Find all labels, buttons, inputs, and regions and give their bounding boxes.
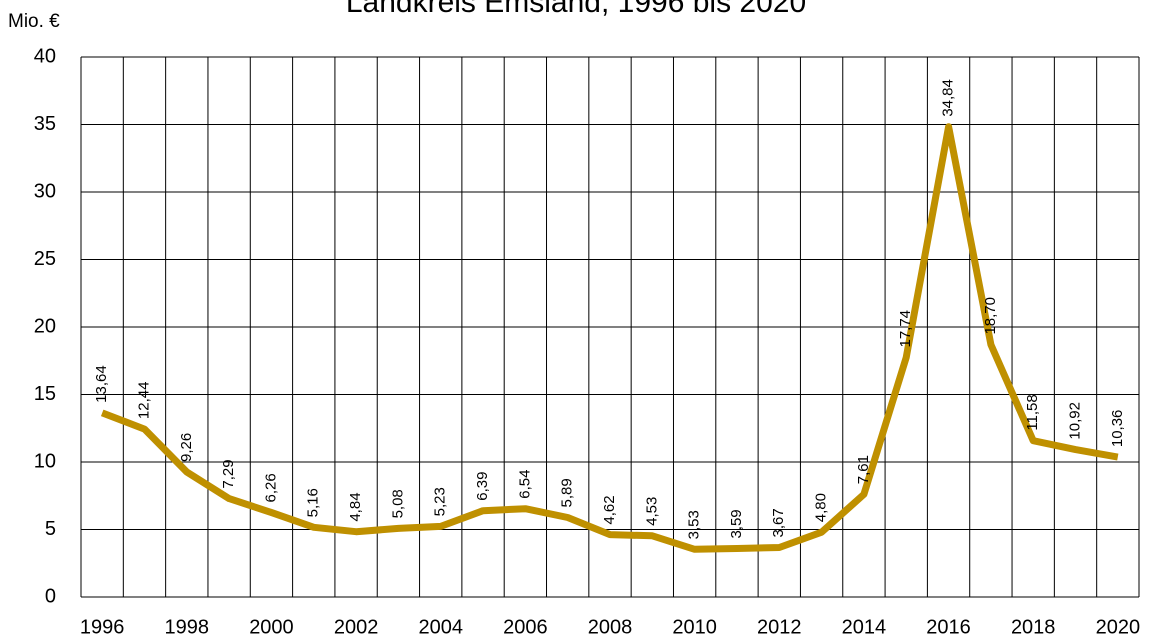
x-tick-label: 2002 <box>334 616 379 638</box>
data-label: 5,08 <box>389 489 406 518</box>
y-tick-label: 15 <box>34 383 56 405</box>
y-axis-label: Mio. € <box>8 11 60 32</box>
y-tick-label: 20 <box>34 315 56 337</box>
data-label: 5,16 <box>305 488 322 517</box>
data-label: 17,74 <box>897 310 914 348</box>
y-tick-label: 10 <box>34 450 56 472</box>
x-tick-label: 1996 <box>80 616 125 638</box>
y-tick-label: 5 <box>45 518 56 540</box>
y-tick-label: 30 <box>34 180 56 202</box>
data-label: 7,29 <box>220 459 237 488</box>
data-label: 3,59 <box>728 509 745 538</box>
chart-title: Landkreis Emsland, 1996 bis 2020 <box>346 0 806 19</box>
y-tick-label: 35 <box>34 113 56 135</box>
data-label: 4,62 <box>601 495 618 524</box>
x-tick-label: 2004 <box>418 616 463 638</box>
line <box>100 123 1119 553</box>
x-tick-label: 1998 <box>165 616 210 638</box>
x-tick-label: 2012 <box>757 616 802 638</box>
data-label: 10,36 <box>1109 410 1126 448</box>
x-tick-label: 2008 <box>588 616 633 638</box>
data-label: 6,26 <box>262 473 279 502</box>
y-tick-label: 0 <box>45 585 56 607</box>
x-tick-label: 2014 <box>842 616 887 638</box>
data-label: 13,64 <box>93 365 110 403</box>
data-label: 6,54 <box>516 470 533 499</box>
data-label: 3,67 <box>770 508 787 537</box>
data-label: 34,84 <box>940 79 957 117</box>
data-label: 3,53 <box>686 510 703 539</box>
data-label: 9,26 <box>178 433 195 462</box>
data-label: 5,89 <box>559 478 576 507</box>
data-label: 6,39 <box>474 472 491 501</box>
x-tick-label: 2006 <box>503 616 548 638</box>
data-label: 4,53 <box>643 497 660 526</box>
x-tick-label: 2020 <box>1096 616 1141 638</box>
data-label: 18,70 <box>982 297 999 335</box>
data-label: 11,58 <box>1024 394 1041 430</box>
data-label: 4,84 <box>347 492 364 521</box>
x-tick-label: 2010 <box>672 616 717 638</box>
data-label: 5,23 <box>432 487 449 516</box>
y-tick-label: 25 <box>34 248 56 270</box>
data-label: 10,92 <box>1066 402 1083 440</box>
y-tick-label: 40 <box>34 45 56 67</box>
data-label: 12,44 <box>135 382 152 420</box>
data-label: 7,61 <box>855 455 872 484</box>
data-label: 4,80 <box>813 493 830 522</box>
x-tick-label: 2000 <box>249 616 294 638</box>
x-tick-label: 2016 <box>926 616 971 638</box>
x-tick-label: 2018 <box>1011 616 1056 638</box>
